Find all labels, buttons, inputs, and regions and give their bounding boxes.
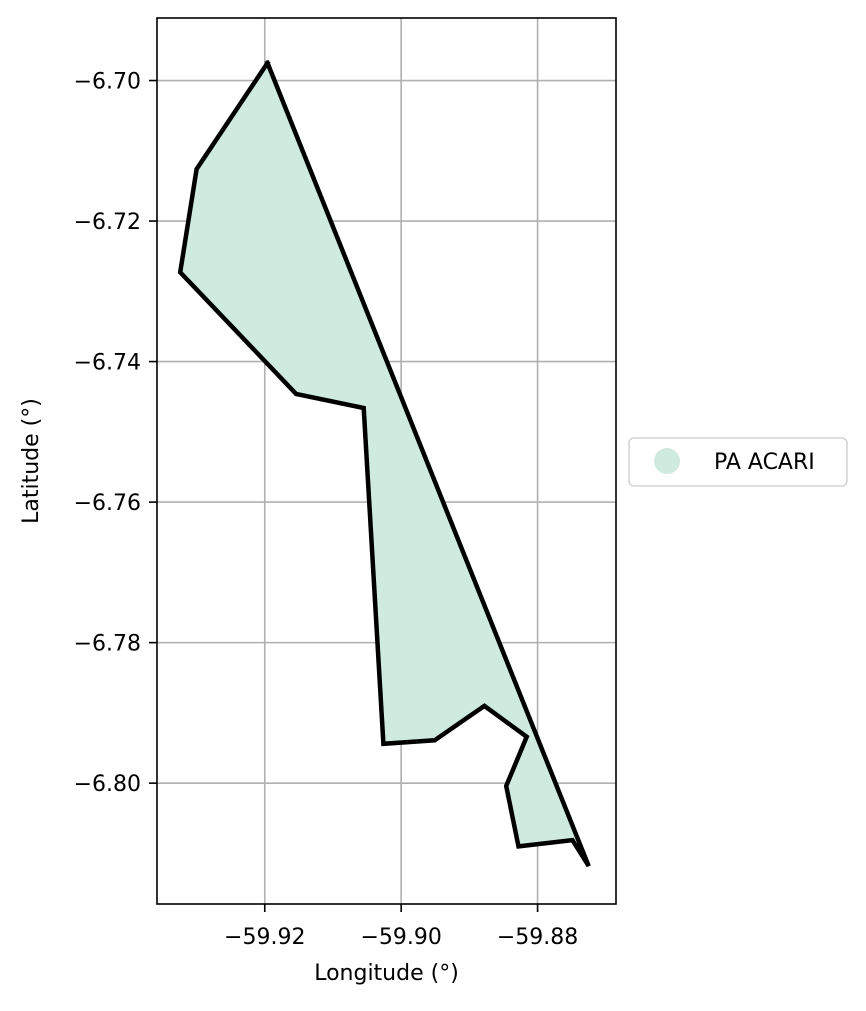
- legend: PA ACARI: [628, 437, 848, 487]
- y-tick-label: −6.72: [74, 210, 141, 235]
- y-tick-label: −6.78: [74, 632, 141, 657]
- y-tick-label: −6.74: [74, 351, 141, 376]
- polygon-boundary-pa-acari: [177, 59, 591, 868]
- x-tick-label: −59.90: [360, 925, 441, 950]
- x-tick-label: −59.88: [497, 925, 578, 950]
- y-axis-label: Latitude (°): [19, 398, 44, 524]
- map-features: [177, 59, 591, 868]
- y-tick-label: −6.70: [74, 70, 141, 95]
- legend-marker: [654, 448, 680, 474]
- axis-ticks: −59.92 −59.90 −59.88 −6.70 −6.72 −6.74 −6.76 −6…: [74, 70, 579, 950]
- legend-label-pa-acari: PA ACARI: [714, 450, 815, 475]
- x-axis-label: Longitude (°): [314, 961, 459, 986]
- plot-frame: [156, 17, 617, 905]
- x-tick-label: −59.92: [224, 925, 305, 950]
- legend-box: [628, 437, 848, 487]
- y-tick-label: −6.80: [74, 772, 141, 797]
- y-tick-label: −6.76: [74, 491, 141, 516]
- polygon-pa-acari: [180, 63, 589, 867]
